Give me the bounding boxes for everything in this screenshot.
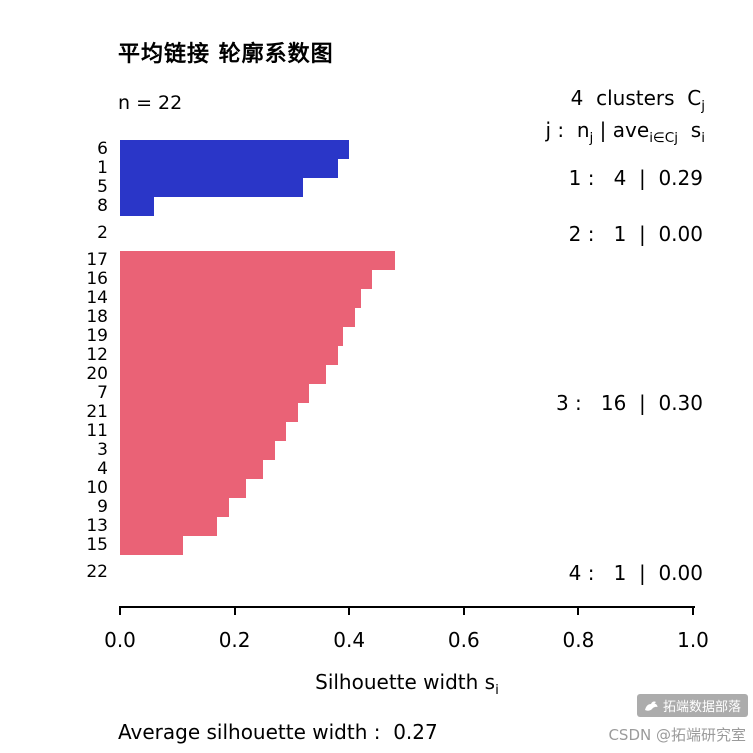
observation-label: 13 [86, 516, 108, 536]
x-axis-tick-label: 0.0 [104, 628, 136, 652]
cluster-annotation: 1 : 4 | 0.29 [568, 166, 703, 190]
observation-label: 7 [97, 383, 108, 403]
silhouette-bar [120, 384, 310, 403]
silhouette-bar [120, 517, 218, 536]
silhouette-bar [120, 498, 229, 517]
observation-label: 4 [97, 459, 108, 479]
clusters-header-text: 4 clusters C [570, 86, 702, 110]
observation-label: 17 [86, 250, 108, 270]
formula-s: s [678, 118, 702, 142]
clusters-header: 4 clusters Cj [571, 86, 705, 114]
silhouette-bar [120, 346, 338, 365]
average-silhouette-label: Average silhouette width : [118, 720, 394, 744]
x-axis-tick [119, 607, 121, 615]
n-count-label: n = 22 [118, 92, 183, 114]
dove-icon [644, 700, 658, 712]
observation-label: 5 [97, 177, 108, 197]
silhouette-bar [120, 270, 373, 289]
silhouette-bar [120, 178, 304, 197]
formula-ave: | ave [593, 118, 650, 142]
silhouette-bar [120, 251, 396, 270]
formula-s-sub: i [701, 130, 705, 146]
x-axis-tick [462, 607, 465, 615]
observation-label: 11 [86, 421, 108, 441]
observation-label: 6 [97, 139, 108, 159]
clusters-header-sub: j [701, 98, 705, 114]
cluster-annotation: 4 : 1 | 0.00 [568, 560, 703, 585]
silhouette-bar [120, 460, 264, 479]
formula-j: j : n [545, 118, 590, 142]
cluster-annotation: 3 : 16 | 0.30 [555, 391, 703, 415]
observation-label: 14 [86, 288, 108, 308]
x-axis-line [119, 606, 695, 608]
x-axis-tick [233, 607, 236, 615]
observation-label: 18 [86, 307, 108, 327]
silhouette-bar [120, 422, 287, 441]
observation-label: 16 [86, 269, 108, 289]
average-silhouette-line: Average silhouette width : 0.27 [118, 720, 438, 744]
formula-j-sub: j [589, 130, 594, 146]
observation-label: 22 [86, 562, 108, 582]
silhouette-bar [120, 197, 155, 216]
silhouette-bar [120, 441, 275, 460]
average-silhouette-value: 0.27 [393, 720, 438, 744]
x-axis-label-sub: i [495, 682, 499, 698]
observation-label: 15 [86, 535, 108, 555]
clusters-formula: j : nj | avei∈Cj si [546, 118, 706, 146]
silhouette-bar [120, 365, 327, 384]
observation-label: 9 [97, 497, 108, 517]
x-axis-tick-label: 0.8 [562, 628, 595, 652]
chart-title: 平均链接 轮廓系数图 [118, 42, 334, 67]
x-axis-tick [692, 607, 694, 615]
silhouette-bar [120, 327, 344, 346]
x-axis-tick [577, 607, 580, 615]
observation-label: 1 [97, 158, 108, 178]
silhouette-bar [120, 159, 338, 178]
observation-label: 19 [86, 326, 108, 346]
observation-label: 20 [86, 364, 108, 384]
observation-label: 10 [86, 478, 108, 498]
silhouette-bar [120, 403, 298, 422]
watermark-csdn-text: CSDN @拓端研究室 [608, 726, 746, 744]
observation-label: 21 [86, 402, 108, 422]
x-axis-label: Silhouette width si [120, 670, 694, 698]
x-axis-tick [348, 607, 351, 615]
silhouette-bar [120, 479, 247, 498]
silhouette-bar [120, 140, 350, 159]
x-axis-tick-label: 1.0 [677, 628, 709, 652]
cluster-annotation: 2 : 1 | 0.00 [568, 221, 703, 246]
watermark-logo-text: 拓端数据部落 [662, 700, 741, 715]
silhouette-bar [120, 289, 361, 308]
x-axis-tick-label: 0.6 [447, 628, 480, 652]
silhouette-bar [120, 308, 355, 327]
observation-label: 8 [97, 196, 108, 216]
observation-label: 12 [86, 345, 108, 365]
observation-label: 3 [97, 440, 108, 460]
observation-label: 2 [97, 223, 108, 243]
watermark-logo: 拓端数据部落 [636, 694, 748, 717]
x-axis-tick-label: 0.4 [333, 628, 366, 652]
x-axis-tick-label: 0.2 [218, 628, 251, 652]
silhouette-bar [120, 536, 184, 555]
x-axis-label-text: Silhouette width s [315, 670, 496, 694]
formula-ave-sub: i∈Cj [649, 130, 679, 146]
